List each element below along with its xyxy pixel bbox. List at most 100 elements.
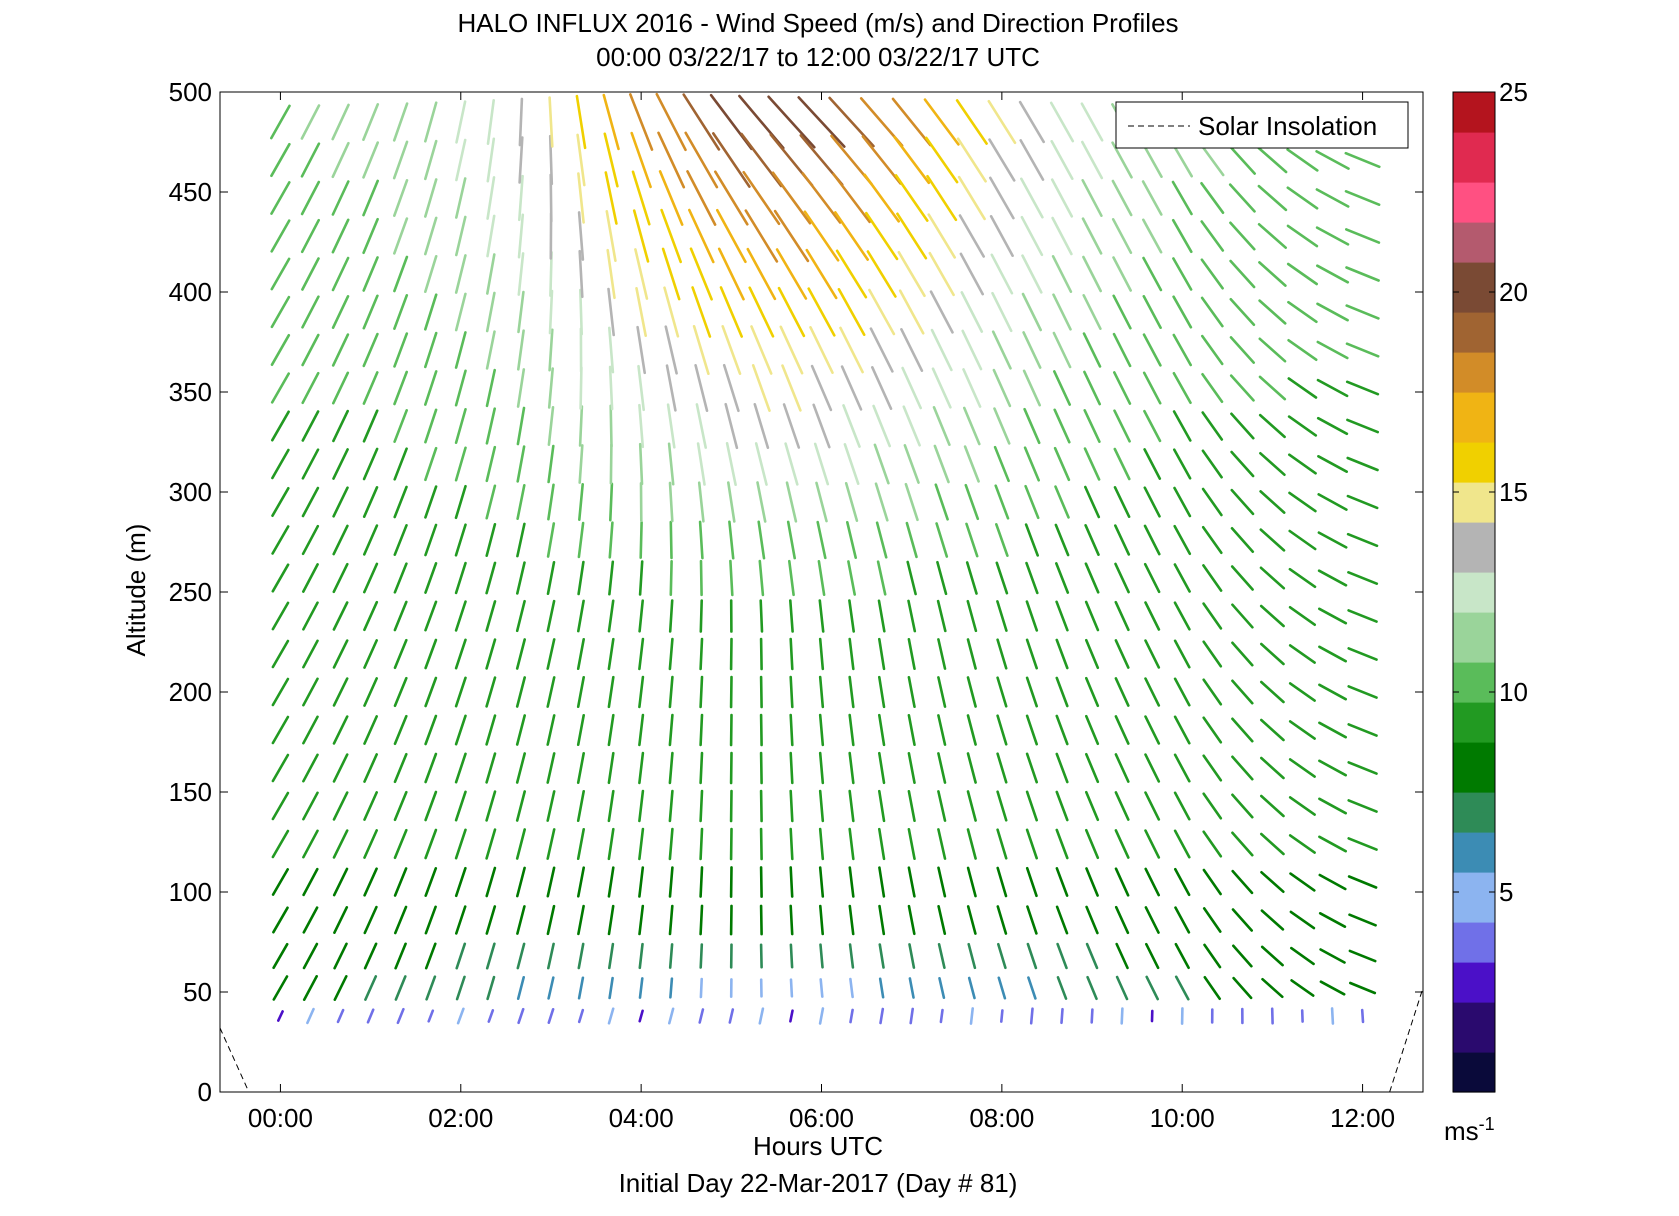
wind-arrow — [967, 942, 977, 970]
wind-arrow — [607, 942, 615, 970]
wind-arrow — [515, 599, 526, 633]
wind-arrow — [956, 137, 987, 183]
wind-arrow — [725, 441, 737, 487]
wind-arrow — [454, 714, 467, 746]
wind-arrow — [1287, 338, 1318, 362]
wind-arrow — [485, 752, 497, 784]
wind-arrow — [699, 977, 704, 999]
wind-arrow — [301, 333, 320, 367]
wind-arrow — [990, 253, 1014, 295]
colorbar-band — [1453, 762, 1495, 773]
wind-arrow — [848, 713, 855, 747]
wind-arrow — [1173, 448, 1192, 480]
wind-arrow — [1081, 179, 1103, 217]
wind-arrow — [392, 140, 409, 180]
wind-arrow — [1200, 143, 1225, 177]
wind-arrow — [844, 481, 859, 523]
wind-arrow — [546, 638, 556, 670]
wind-arrow — [516, 406, 526, 446]
wind-arrow — [719, 286, 744, 338]
wind-arrow — [722, 363, 740, 413]
colorbar-band — [1453, 102, 1495, 113]
wind-arrow — [927, 213, 957, 259]
wind-arrow — [818, 1007, 825, 1025]
colorbar-band — [1453, 912, 1495, 923]
wind-arrow — [1202, 602, 1223, 630]
wind-arrow — [425, 975, 437, 1001]
colorbar-band — [1453, 1022, 1495, 1033]
wind-arrow — [332, 791, 349, 821]
y-axis-ticks: 0 50 100 150 200 250 300 350 400 450 500 — [169, 77, 1423, 1107]
wind-arrow — [516, 445, 526, 483]
wind-arrow — [1203, 943, 1222, 969]
wind-arrow — [333, 942, 348, 970]
wind-arrow — [1260, 680, 1285, 704]
wind-arrow — [454, 407, 467, 445]
wind-arrow — [1231, 831, 1254, 857]
wind-arrow — [517, 290, 525, 334]
colorbar-band — [1453, 1002, 1495, 1013]
wind-arrow — [868, 288, 896, 336]
wind-arrow — [485, 600, 497, 632]
wind-arrow — [486, 176, 496, 220]
wind-arrow — [907, 866, 916, 898]
wind-arrow — [393, 485, 408, 519]
wind-arrow — [1144, 906, 1160, 934]
wind-arrow — [1114, 753, 1130, 783]
solar-insolation-line — [219, 987, 1424, 1093]
wind-arrow — [547, 367, 555, 409]
y-tick-label: 50 — [183, 977, 212, 1007]
colorbar-band — [1453, 302, 1495, 313]
wind-arrow — [877, 599, 886, 633]
wind-arrow — [966, 599, 978, 633]
wind-arrow — [638, 789, 645, 823]
wind-arrow — [638, 403, 645, 449]
wind-arrow — [1144, 677, 1161, 707]
wind-arrow — [789, 827, 794, 861]
wind-arrow — [331, 141, 350, 179]
wind-arrow — [1171, 218, 1193, 254]
wind-arrow — [665, 364, 677, 412]
wind-arrow — [848, 637, 855, 671]
colorbar-band — [1453, 612, 1495, 623]
wind-arrow — [1022, 369, 1041, 407]
wind-arrow — [1202, 716, 1223, 744]
wind-arrow — [759, 827, 763, 861]
wind-arrow — [1053, 408, 1071, 444]
wind-arrow — [1050, 140, 1074, 180]
colorbar-band — [1453, 792, 1495, 803]
wind-arrow — [994, 522, 1009, 558]
wind-arrow — [424, 638, 438, 670]
colorbar-tick-label: 15 — [1499, 477, 1528, 507]
wind-arrow — [333, 905, 349, 935]
wind-arrow — [1083, 408, 1101, 444]
wind-arrow — [777, 286, 806, 338]
wind-arrow — [907, 789, 916, 823]
wind-arrow — [1286, 224, 1319, 248]
colorbar-band — [1453, 802, 1495, 813]
wind-arrow — [1315, 226, 1350, 246]
wind-arrow — [1085, 867, 1099, 897]
wind-arrow — [1173, 639, 1191, 669]
wind-arrow — [937, 790, 947, 822]
wind-arrow — [893, 135, 931, 185]
wind-arrow — [789, 713, 794, 747]
wind-arrow — [363, 905, 378, 935]
wind-arrow — [1029, 1007, 1034, 1025]
wind-arrow — [1201, 525, 1223, 555]
wind-arrow — [1202, 564, 1223, 592]
wind-arrow — [423, 178, 438, 218]
wind-arrow — [1349, 981, 1377, 995]
wind-arrow — [696, 442, 706, 486]
wind-arrow — [668, 827, 674, 861]
wind-arrow — [1085, 676, 1100, 708]
wind-arrow — [607, 866, 615, 898]
colorbar-band — [1453, 832, 1495, 843]
x-tick-label: 06:00 — [789, 1103, 854, 1133]
colorbar-band — [1453, 1062, 1495, 1073]
wind-arrow — [758, 559, 765, 597]
y-tick-label: 300 — [169, 477, 212, 507]
wind-arrow — [818, 827, 825, 861]
wind-arrow — [331, 218, 350, 254]
wind-arrow — [878, 977, 885, 999]
